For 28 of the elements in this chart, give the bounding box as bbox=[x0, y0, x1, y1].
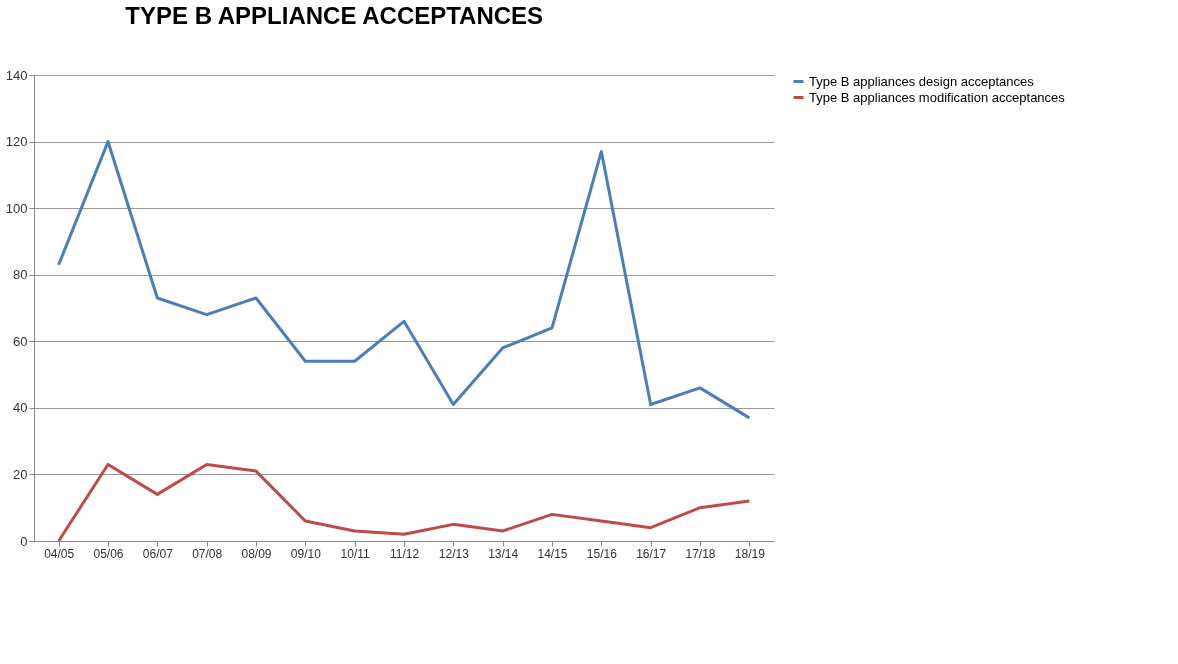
x-tick-label: 15/16 bbox=[586, 546, 618, 561]
legend-label: Type B appliances design acceptances bbox=[809, 73, 1035, 89]
x-tick-label: 06/07 bbox=[142, 546, 174, 561]
x-tick-label: 11/12 bbox=[389, 546, 420, 561]
legend-label: Type B appliances modification acceptances bbox=[809, 89, 1066, 105]
y-tick-label: 140 bbox=[5, 67, 28, 83]
x-tick-label: 17/18 bbox=[685, 546, 716, 561]
x-tick-label: 12/13 bbox=[438, 546, 470, 561]
x-tick-label: 18/19 bbox=[734, 546, 766, 561]
x-tick-label: 13/14 bbox=[488, 546, 519, 561]
line-series bbox=[57, 140, 751, 420]
y-tick-label: 0 bbox=[20, 533, 28, 549]
line-series bbox=[57, 462, 751, 543]
x-tick-label: 05/06 bbox=[93, 546, 124, 561]
x-tick-label: 04/05 bbox=[44, 546, 75, 561]
y-tick-label: 80 bbox=[13, 267, 28, 283]
y-tick-label: 120 bbox=[5, 134, 28, 150]
x-tick-label: 10/11 bbox=[340, 546, 371, 561]
chart-title: TYPE B APPLIANCE ACCEPTANCES bbox=[125, 2, 544, 29]
x-tick-label: 09/10 bbox=[290, 546, 322, 561]
y-tick-label: 100 bbox=[5, 200, 28, 216]
y-tick-label: 20 bbox=[13, 466, 28, 482]
x-tick-label: 08/09 bbox=[241, 546, 272, 561]
y-tick-label: 40 bbox=[13, 400, 28, 416]
x-tick-label: 07/08 bbox=[192, 546, 223, 561]
x-tick-label: 14/15 bbox=[537, 546, 568, 561]
y-tick-label: 60 bbox=[13, 333, 28, 349]
x-tick-label: 16/17 bbox=[636, 546, 667, 561]
